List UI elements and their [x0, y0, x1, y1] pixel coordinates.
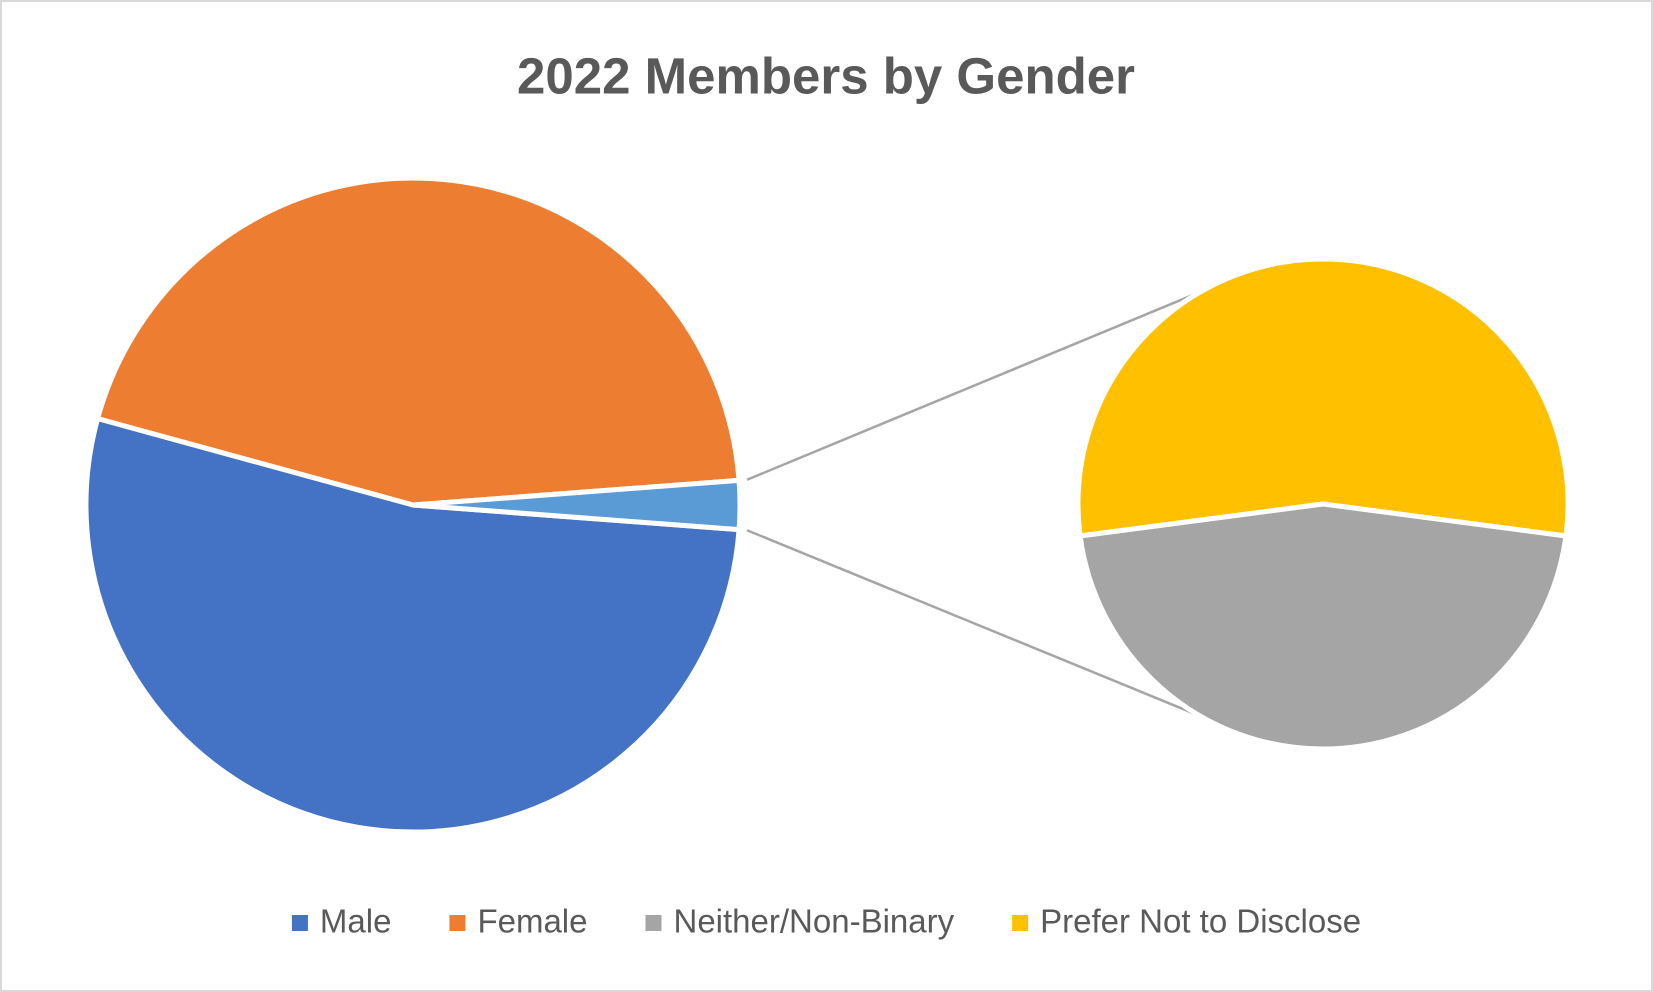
legend: Male Female Neither/Non-Binary Prefer Not t… [291, 903, 1361, 940]
pie-slice [83, 416, 742, 835]
legend-label: Prefer Not to Disclose [1040, 903, 1361, 940]
legend-marker [449, 915, 466, 931]
pie-slice [1077, 501, 1569, 752]
connector-line [746, 529, 1201, 718]
legend-marker [291, 915, 308, 931]
pie-slice [410, 477, 743, 533]
legend-label: Neither/Non-Binary [674, 903, 955, 940]
legend-marker [1012, 915, 1029, 931]
legend-label: Female [477, 903, 587, 940]
pie-slice [1075, 256, 1571, 539]
chart-title: 2022 Members by Gender [517, 47, 1135, 104]
legend-marker [645, 915, 662, 931]
legend-label: Male [320, 903, 392, 940]
pie-slice [95, 175, 742, 508]
connector-line [746, 290, 1201, 481]
